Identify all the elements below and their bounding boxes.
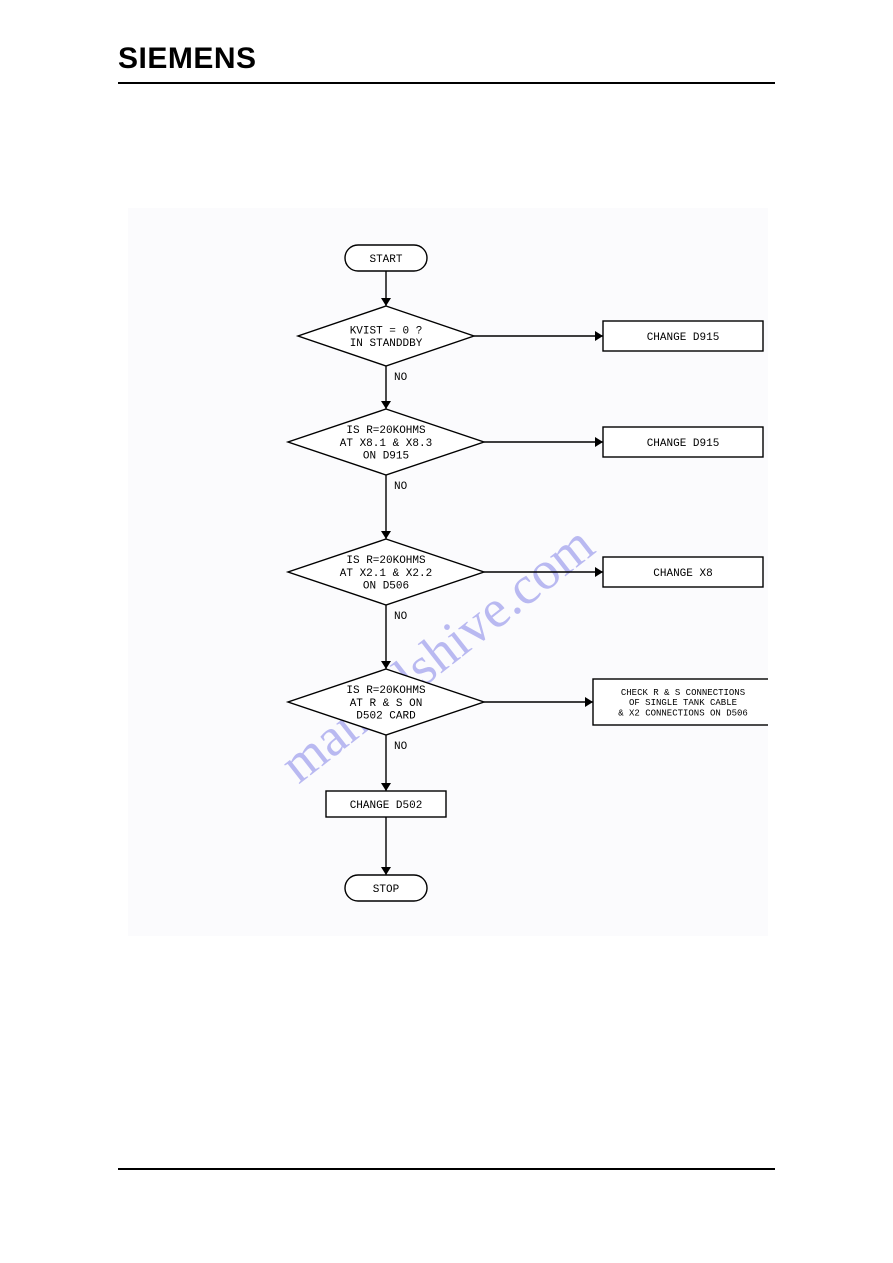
svg-text:KVIST = 0 ?IN STANDDBY: KVIST = 0 ?IN STANDDBY [350, 326, 423, 351]
page: SIEMENS manualshive.comSTARTKVIST = 0 ?I… [0, 0, 893, 1263]
svg-text:CHANGE D915: CHANGE D915 [647, 438, 720, 450]
svg-text:START: START [369, 254, 402, 266]
svg-text:STOP: STOP [373, 884, 400, 896]
svg-text:CHANGE D915: CHANGE D915 [647, 332, 720, 344]
footer-rule [118, 1168, 775, 1170]
svg-text:CHECK R & S CONNECTIONSOF SING: CHECK R & S CONNECTIONSOF SINGLE TANK CA… [618, 688, 748, 719]
flowchart-svg: manualshive.comSTARTKVIST = 0 ?IN STANDD… [128, 208, 768, 936]
header-rule [118, 82, 775, 84]
svg-text:NO: NO [394, 611, 408, 623]
brand-logo-text: SIEMENS [118, 42, 775, 76]
svg-text:NO: NO [394, 481, 408, 493]
page-header: SIEMENS [118, 42, 775, 92]
svg-text:NO: NO [394, 372, 408, 384]
svg-text:IS R=20KOHMSAT R & S OND502 CA: IS R=20KOHMSAT R & S OND502 CARD [346, 685, 426, 722]
flowchart-container: manualshive.comSTARTKVIST = 0 ?IN STANDD… [128, 208, 768, 936]
svg-text:CHANGE X8: CHANGE X8 [653, 568, 712, 580]
svg-text:NO: NO [394, 741, 408, 753]
svg-text:CHANGE D502: CHANGE D502 [350, 800, 423, 812]
